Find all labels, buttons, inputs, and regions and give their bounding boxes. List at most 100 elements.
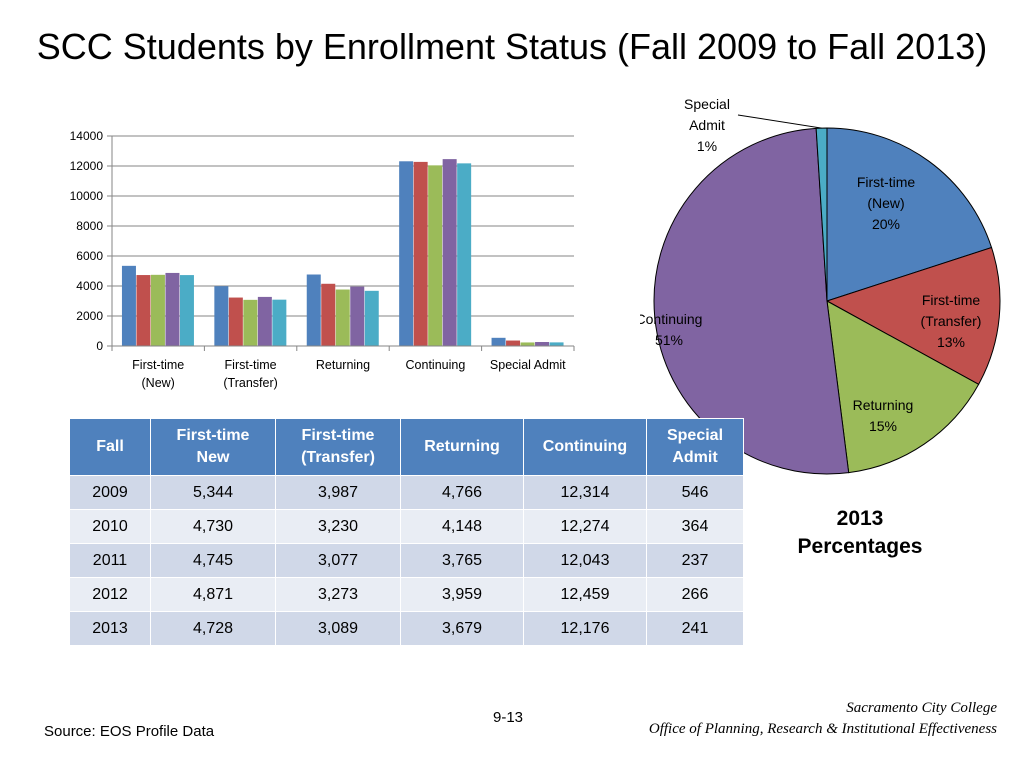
pie-label: 1% (697, 138, 717, 154)
bar (321, 283, 336, 346)
header-text: New (196, 449, 230, 466)
y-tick-label: 2000 (76, 309, 103, 323)
bar (121, 265, 136, 346)
table-cell: 3,077 (275, 543, 401, 578)
table-cell: 12,314 (523, 475, 647, 510)
bar (257, 296, 272, 346)
pie-label: Continuing (640, 311, 702, 327)
table-cell: 4,871 (150, 577, 276, 612)
pie-label: Admit (689, 117, 725, 133)
y-tick-label: 8000 (76, 219, 103, 233)
x-tick-label: Special Admit (490, 358, 566, 372)
bar (520, 342, 535, 346)
x-tick-label: First-time (225, 358, 277, 372)
table-row: 2011 4,745 3,077 3,765 12,043 237 (69, 543, 744, 578)
table-row: 2013 4,728 3,089 3,679 12,176 241 (69, 611, 744, 646)
pie-chart: First-time (New) 20% First-time (Transfer) 13… (640, 96, 1001, 475)
table-cell: 364 (646, 509, 744, 544)
pie-label: 20% (872, 216, 900, 232)
pie-slice (653, 127, 850, 475)
header-text: (Transfer) (301, 449, 375, 466)
table-cell: 546 (646, 475, 744, 510)
x-tick-label: (New) (142, 376, 175, 390)
table-cell: 4,730 (150, 509, 276, 544)
table-cell: 3,765 (400, 543, 524, 578)
bar (428, 165, 443, 346)
table-cell: 241 (646, 611, 744, 646)
bar (364, 290, 379, 346)
table-cell: 237 (646, 543, 744, 578)
table-cell: 3,679 (400, 611, 524, 646)
pie-label: Returning (853, 397, 914, 413)
y-tick-label: 14000 (70, 129, 104, 143)
header-text: Continuing (542, 438, 628, 455)
header-text: First-time (176, 427, 250, 444)
table-header-cell: First-time (Transfer) (275, 418, 401, 476)
y-tick-label: 4000 (76, 279, 103, 293)
table-cell: 3,273 (275, 577, 401, 612)
table-cell: 12,274 (523, 509, 647, 544)
bar (413, 161, 428, 346)
office-name: Office of Planning, Research & Instituti… (648, 721, 997, 737)
table-cell: 3,230 (275, 509, 401, 544)
table-cell: 4,745 (150, 543, 276, 578)
table-cell: 4,728 (150, 611, 276, 646)
bar-chart: 0 2000 4000 6000 8000 10000 12000 14000 First-ti… (70, 129, 575, 390)
pie-label: First-time (922, 292, 981, 308)
table-cell: 5,344 (150, 475, 276, 510)
pie-leader-line (737, 114, 822, 129)
bar (272, 299, 287, 346)
table-cell: 2009 (69, 475, 151, 510)
college-credit: Sacramento City College Office of Planni… (649, 698, 997, 740)
pie-label: Special (684, 96, 730, 112)
table-row: 2010 4,730 3,230 4,148 12,274 364 (69, 509, 744, 544)
pie-label: 13% (937, 334, 965, 350)
bar (243, 299, 258, 346)
source-note: Source: EOS Profile Data (44, 723, 215, 740)
table-cell: 2010 (69, 509, 151, 544)
bar (549, 342, 564, 346)
table-header-cell: Special Admit (646, 418, 744, 476)
bar (306, 274, 321, 346)
header-text: Returning (424, 438, 500, 455)
table-cell: 4,148 (400, 509, 524, 544)
pie-slice (826, 300, 980, 474)
header-text: Fall (96, 438, 124, 455)
bar (228, 297, 243, 346)
table-row: 2009 5,344 3,987 4,766 12,314 546 (69, 475, 744, 510)
pie-label: 15% (869, 418, 897, 434)
table-header-cell: Continuing (523, 418, 647, 476)
x-tick-label: First-time (132, 358, 184, 372)
table-cell: 3,089 (275, 611, 401, 646)
pie-subtitle: 2013 Percentages (770, 505, 950, 561)
table-cell: 266 (646, 577, 744, 612)
y-tick-label: 10000 (70, 189, 104, 203)
table-body: 2009 5,344 3,987 4,766 12,314 546 2010 4,730 3,2… (69, 475, 744, 646)
x-tick-label: Continuing (406, 358, 466, 372)
table-cell: 12,459 (523, 577, 647, 612)
slide-title: SCC Students by Enrollment Status (Fall … (36, 26, 988, 67)
bar (535, 342, 550, 346)
table-cell: 2013 (69, 611, 151, 646)
table-cell: 3,987 (275, 475, 401, 510)
header-text: First-time (301, 427, 375, 444)
y-tick-label: 6000 (76, 249, 103, 263)
table-cell: 12,043 (523, 543, 647, 578)
bar (165, 272, 180, 346)
bar (179, 275, 194, 346)
enrollment-table: Fall First-time New First-time (Transfer) Ret… (69, 418, 744, 646)
bar (399, 161, 414, 346)
table-header-cell: Fall (69, 418, 151, 476)
header-text: Special (666, 427, 724, 444)
bar (350, 286, 365, 346)
table-cell: 4,766 (400, 475, 524, 510)
x-tick-label: Returning (316, 358, 370, 372)
x-tick-label: (Transfer) (223, 376, 277, 390)
bar (214, 286, 229, 346)
table-header-cell: Returning (400, 418, 524, 476)
bar (442, 159, 457, 346)
table-cell: 2011 (69, 543, 151, 578)
college-name: Sacramento City College (846, 700, 997, 716)
pie-label: (Transfer) (921, 313, 982, 329)
bar (136, 275, 151, 346)
